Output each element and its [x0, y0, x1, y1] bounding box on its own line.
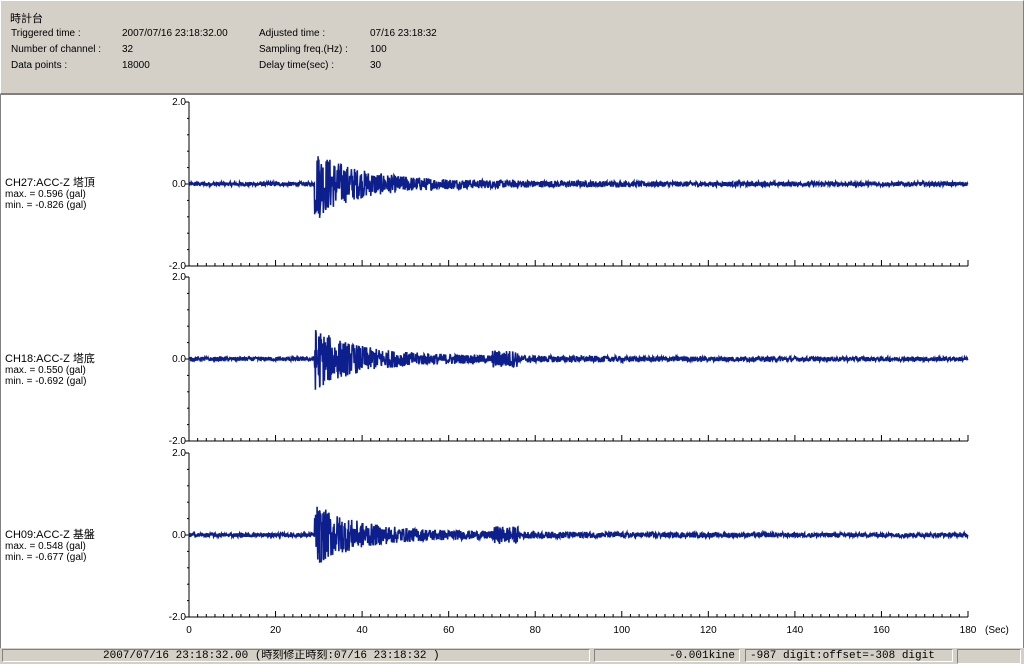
status-extra-pane: [957, 649, 1021, 664]
y-tick-label: 0.0: [172, 530, 186, 541]
channel-2-min: min. = -0.692 (gal): [5, 376, 87, 387]
x-tick-label: 120: [700, 625, 717, 636]
waveform-peak: [318, 159, 321, 218]
channel-count-value: 32: [122, 44, 134, 55]
waveform-line-ch2: [189, 330, 969, 390]
y-tick-label: 2.0: [172, 97, 186, 108]
x-tick-label: 60: [443, 625, 455, 636]
waveform-line-ch3: [188, 506, 969, 563]
channel-2-info: CH18:ACC-Z 塔底 max. = 0.550 (gal) min. = …: [5, 353, 95, 388]
y-tick-label: -2.0: [169, 436, 187, 447]
waveform-peak: [318, 512, 321, 563]
triggered-time-label: Triggered time :: [11, 28, 81, 39]
status-digit: -987 digit:offset=-308 digit: [745, 649, 953, 662]
channel-1-max: max. = 0.596 (gal): [5, 189, 86, 200]
x-tick-label: 160: [873, 625, 890, 636]
x-tick-label: 40: [357, 625, 369, 636]
status-time: 2007/07/16 23:18:32.00 (時刻修正時刻:07/16 23:…: [2, 649, 590, 662]
channel-2-max: max. = 0.550 (gal): [5, 365, 86, 376]
delay-time-value: 30: [370, 60, 382, 71]
data-points-value: 18000: [122, 60, 150, 71]
station-title: 時計台: [10, 13, 43, 25]
y-tick-label: 2.0: [172, 272, 186, 283]
data-points-label: Data points :: [11, 60, 68, 71]
y-tick-label: -2.0: [169, 261, 187, 272]
channel-1-name: CH27:ACC-Z 塔頂: [5, 177, 95, 189]
waveform-line-ch1: [188, 156, 969, 216]
channel-count-label: Number of channel :: [11, 44, 102, 55]
sampling-freq-value: 100: [370, 44, 387, 55]
waveform-chart[interactable]: 2.00.0-2.02.00.0-2.02.00.0-2.00 20 40 60 80 1…: [1, 95, 1021, 646]
channel-1-min: min. = -0.826 (gal): [5, 200, 87, 211]
sampling-freq-label: Sampling freq.(Hz) :: [259, 44, 348, 55]
header-panel: 時計台 Triggered time : 2007/07/16 23:18:32…: [0, 0, 1024, 94]
x-tick-label: 0: [186, 625, 192, 636]
status-kine: -0.001kine: [594, 649, 740, 662]
y-tick-label: 0.0: [172, 354, 186, 365]
x-tick-label: 180: [960, 625, 977, 636]
x-tick-label: 20: [270, 625, 282, 636]
channel-1-info: CH27:ACC-Z 塔頂 max. = 0.596 (gal) min. = …: [5, 177, 95, 212]
x-tick-label: 100: [613, 625, 630, 636]
y-tick-label: 2.0: [172, 448, 186, 459]
channel-3-max: max. = 0.548 (gal): [5, 541, 86, 552]
adjusted-time-value: 07/16 23:18:32: [370, 28, 437, 39]
y-tick-label: 0.0: [172, 179, 186, 190]
y-tick-label: -2.0: [169, 612, 187, 623]
adjusted-time-label: Adjusted time :: [259, 28, 326, 39]
waveform-plot-area[interactable]: 2.0 0.0 -2.0 2.0 0.0 -2.0 2.0 0.0 -2.0 0 20 40 60 80 1…: [0, 94, 1024, 649]
delay-time-label: Delay time(sec) :: [259, 60, 335, 71]
x-unit-label: (Sec): [985, 625, 1009, 636]
x-tick-label: 140: [787, 625, 804, 636]
channel-3-name: CH09:ACC-Z 基盤: [5, 529, 95, 541]
channel-3-info: CH09:ACC-Z 基盤 max. = 0.548 (gal) min. = …: [5, 529, 95, 564]
triggered-time-value: 2007/07/16 23:18:32.00: [122, 28, 228, 39]
x-tick-label: 80: [530, 625, 542, 636]
status-bar: 2007/07/16 23:18:32.00 (時刻修正時刻:07/16 23:…: [0, 648, 1024, 664]
channel-3-min: min. = -0.677 (gal): [5, 552, 87, 563]
waveform-peak: [318, 336, 321, 388]
channel-2-name: CH18:ACC-Z 塔底: [5, 353, 95, 365]
